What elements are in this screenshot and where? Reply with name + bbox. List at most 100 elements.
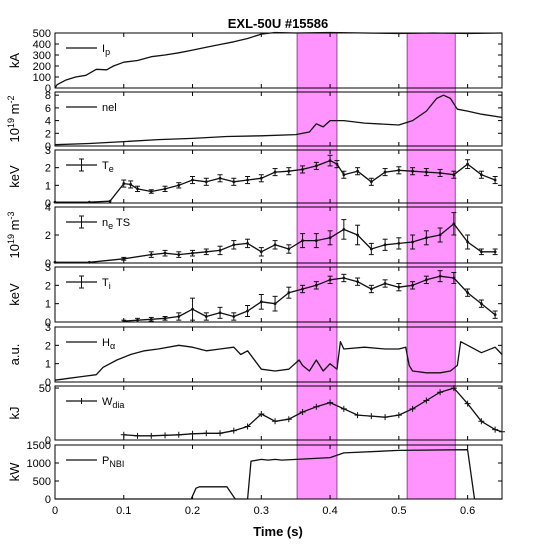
y-tick-label: 500 bbox=[33, 28, 51, 40]
y-axis-label: a.u. bbox=[7, 344, 22, 366]
y-tick-label: 0 bbox=[45, 494, 51, 506]
data-point bbox=[259, 300, 263, 304]
data-point bbox=[218, 176, 222, 180]
legend: ne TS bbox=[66, 215, 130, 231]
data-point bbox=[479, 173, 483, 177]
series-line bbox=[54, 341, 503, 381]
y-tick-label: 0 bbox=[45, 83, 51, 95]
data-point bbox=[369, 287, 373, 291]
data-point bbox=[424, 170, 428, 174]
data-point bbox=[424, 236, 428, 240]
data-point bbox=[246, 309, 249, 313]
legend: Ip bbox=[66, 43, 110, 57]
x-tick-label: 0.2 bbox=[185, 505, 200, 517]
data-point bbox=[397, 242, 401, 245]
y-tick-label: 100 bbox=[33, 72, 51, 84]
data-point bbox=[314, 239, 318, 243]
data-point bbox=[342, 173, 346, 177]
data-point bbox=[163, 316, 167, 320]
y-tick-label: 0 bbox=[45, 435, 51, 447]
data-point bbox=[499, 428, 505, 435]
data-point bbox=[313, 403, 320, 410]
y-tick-label: 400 bbox=[33, 39, 51, 51]
y-tick-label: 2 bbox=[45, 128, 51, 140]
data-point bbox=[87, 200, 91, 204]
legend-label: PNBI bbox=[102, 455, 124, 469]
data-point bbox=[299, 408, 306, 415]
data-point bbox=[272, 418, 279, 425]
x-tick-label: 0.4 bbox=[322, 505, 337, 517]
data-point bbox=[424, 278, 428, 282]
data-point bbox=[203, 430, 210, 437]
x-axis-label: Time (s) bbox=[253, 524, 303, 539]
data-point bbox=[383, 170, 387, 174]
data-point bbox=[382, 414, 389, 421]
data-point bbox=[53, 260, 57, 264]
y-axis-label: 1019 m-2 bbox=[6, 96, 22, 143]
data-point bbox=[273, 302, 277, 306]
y-tick-label: 4 bbox=[45, 116, 51, 128]
data-point bbox=[478, 418, 485, 425]
data-point bbox=[122, 182, 126, 185]
y-tick-label: 3 bbox=[45, 322, 51, 334]
y-axis-label: kJ bbox=[7, 407, 22, 420]
legend-label: ne TS bbox=[102, 217, 130, 231]
data-point bbox=[328, 236, 332, 240]
data-point bbox=[149, 190, 153, 193]
panel-4: 0 1 2 3 keV Ti bbox=[7, 262, 503, 329]
data-point bbox=[354, 412, 361, 419]
y-tick-label: 0 bbox=[45, 258, 51, 270]
legend-label: Ti bbox=[102, 277, 111, 291]
data-point bbox=[368, 413, 375, 420]
legend: Hα bbox=[66, 337, 115, 351]
data-point bbox=[244, 423, 251, 430]
series-line bbox=[54, 94, 503, 146]
panel-6: 0 50 kJ Wdia bbox=[7, 383, 505, 447]
data-point bbox=[246, 178, 249, 182]
legend: Te bbox=[66, 158, 114, 174]
data-point bbox=[258, 411, 265, 418]
data-point bbox=[177, 253, 181, 256]
data-point bbox=[301, 239, 304, 243]
data-point bbox=[204, 250, 208, 254]
data-point bbox=[87, 260, 91, 264]
legend: PNBI bbox=[66, 455, 124, 469]
data-point bbox=[438, 171, 442, 175]
panel-frame bbox=[54, 385, 503, 441]
x-tick-label: 0.3 bbox=[254, 505, 269, 517]
data-point bbox=[285, 416, 292, 423]
data-point bbox=[232, 315, 236, 318]
data-point bbox=[493, 178, 497, 182]
x-tick-label: 0.5 bbox=[391, 505, 406, 517]
panel-frame bbox=[54, 266, 503, 323]
data-point bbox=[217, 430, 224, 437]
y-tick-label: 0 bbox=[45, 141, 51, 153]
data-point bbox=[301, 287, 304, 291]
data-point bbox=[356, 233, 359, 237]
data-point bbox=[452, 276, 456, 280]
panel-frame bbox=[54, 91, 503, 147]
highlight-band-0 bbox=[296, 32, 338, 500]
data-point bbox=[397, 168, 401, 172]
data-point bbox=[120, 431, 127, 438]
data-point bbox=[466, 162, 470, 166]
y-tick-label: 3 bbox=[45, 145, 51, 157]
data-point bbox=[163, 251, 167, 255]
highlight-bands bbox=[296, 32, 456, 500]
data-point bbox=[342, 276, 346, 280]
data-point bbox=[149, 317, 153, 321]
data-point bbox=[328, 159, 332, 163]
data-point bbox=[232, 180, 236, 184]
y-axis-label: kA bbox=[7, 53, 22, 69]
data-point bbox=[162, 432, 169, 439]
data-point bbox=[177, 183, 181, 187]
data-point bbox=[175, 431, 182, 438]
data-point bbox=[230, 427, 237, 434]
data-point bbox=[383, 282, 387, 285]
data-point bbox=[395, 412, 402, 419]
data-point bbox=[340, 405, 347, 412]
data-point bbox=[369, 247, 373, 251]
